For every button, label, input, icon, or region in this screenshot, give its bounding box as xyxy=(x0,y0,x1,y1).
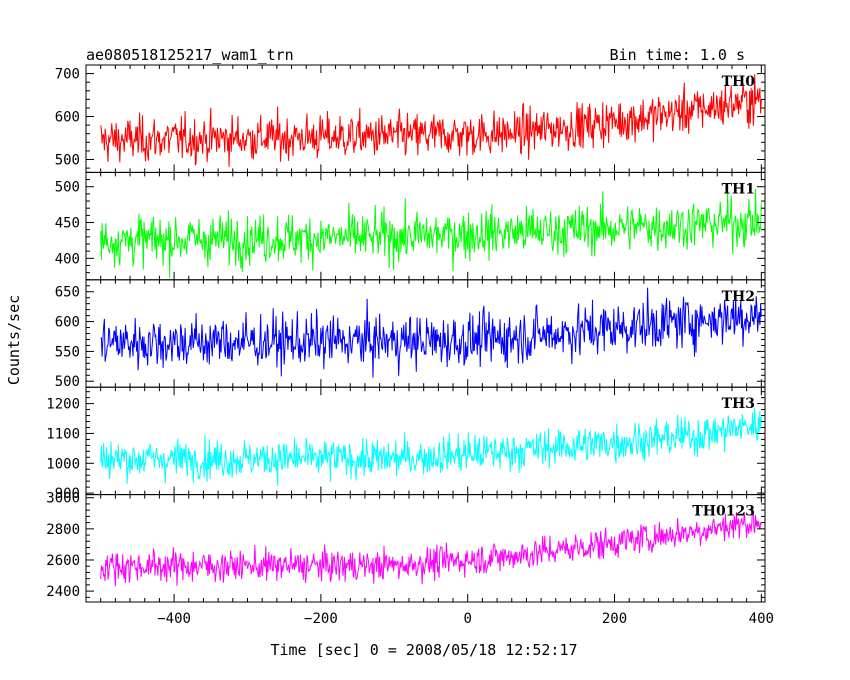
y-tick-label: 3000 xyxy=(46,491,80,507)
y-tick-label: 500 xyxy=(55,153,80,169)
x-tick-label: 0 xyxy=(463,611,471,627)
x-axis-label: Time [sec] 0 = 2008/05/18 12:52:17 xyxy=(270,641,577,659)
y-tick-label: 900 xyxy=(55,486,80,502)
chart-title: ae080518125217_wam1_trn xyxy=(86,46,294,64)
series-line-th0 xyxy=(100,74,762,167)
y-tick-label: 1000 xyxy=(46,456,80,472)
panel-label: TH2 xyxy=(722,289,755,305)
panel-th0123: 2400 2600 2800 3000 TH0123 xyxy=(46,491,766,603)
panel-th1: 400 450 500 TH1 xyxy=(55,171,766,281)
series-line-th3 xyxy=(100,407,762,486)
y-tick-label: 2800 xyxy=(46,522,80,538)
y-tick-label: 500 xyxy=(55,180,80,196)
series-line-th0123 xyxy=(100,507,762,587)
panel-frame xyxy=(85,494,766,603)
panel-th3: 900 1000 1100 1200 TH3 xyxy=(46,386,766,502)
y-tick-label: 1200 xyxy=(46,397,80,413)
y-tick-label: 700 xyxy=(55,67,80,83)
x-tick-label: −400 xyxy=(157,611,191,627)
panel-label: TH0123 xyxy=(692,504,755,520)
y-tick-label: 550 xyxy=(55,344,80,360)
panel-label: TH0 xyxy=(722,74,756,90)
panel-label: TH1 xyxy=(722,181,755,197)
y-tick-label: 650 xyxy=(55,285,80,301)
panels: 500 600 700 TH0 400 450 500 TH1 500 550 600 650 TH2 9… xyxy=(46,64,766,603)
series-line-th1 xyxy=(100,188,762,279)
x-tick-label: 400 xyxy=(749,611,774,627)
panel-frame xyxy=(85,64,766,173)
x-tick-label: −200 xyxy=(304,611,338,627)
panel-frame xyxy=(85,386,766,496)
panel-label: TH3 xyxy=(722,396,755,412)
x-tick-labels: −400 −200 0 200 400 xyxy=(157,611,774,627)
y-tick-label: 1100 xyxy=(46,426,80,442)
y-tick-label: 450 xyxy=(55,216,80,232)
series-line-th2 xyxy=(100,287,762,378)
y-tick-label: 2400 xyxy=(46,584,80,600)
y-tick-label: 400 xyxy=(55,251,80,267)
bin-time-label: Bin time: 1.0 s xyxy=(610,46,745,64)
y-tick-label: 600 xyxy=(55,315,80,331)
y-tick-label: 2600 xyxy=(46,553,80,569)
panel-th0: 500 600 700 TH0 xyxy=(55,64,766,173)
x-tick-label: 200 xyxy=(602,611,627,627)
y-tick-label: 500 xyxy=(55,374,80,390)
y-axis-label: Counts/sec xyxy=(5,295,23,385)
y-tick-label: 600 xyxy=(55,110,80,126)
panel-th2: 500 550 600 650 TH2 xyxy=(55,279,766,390)
